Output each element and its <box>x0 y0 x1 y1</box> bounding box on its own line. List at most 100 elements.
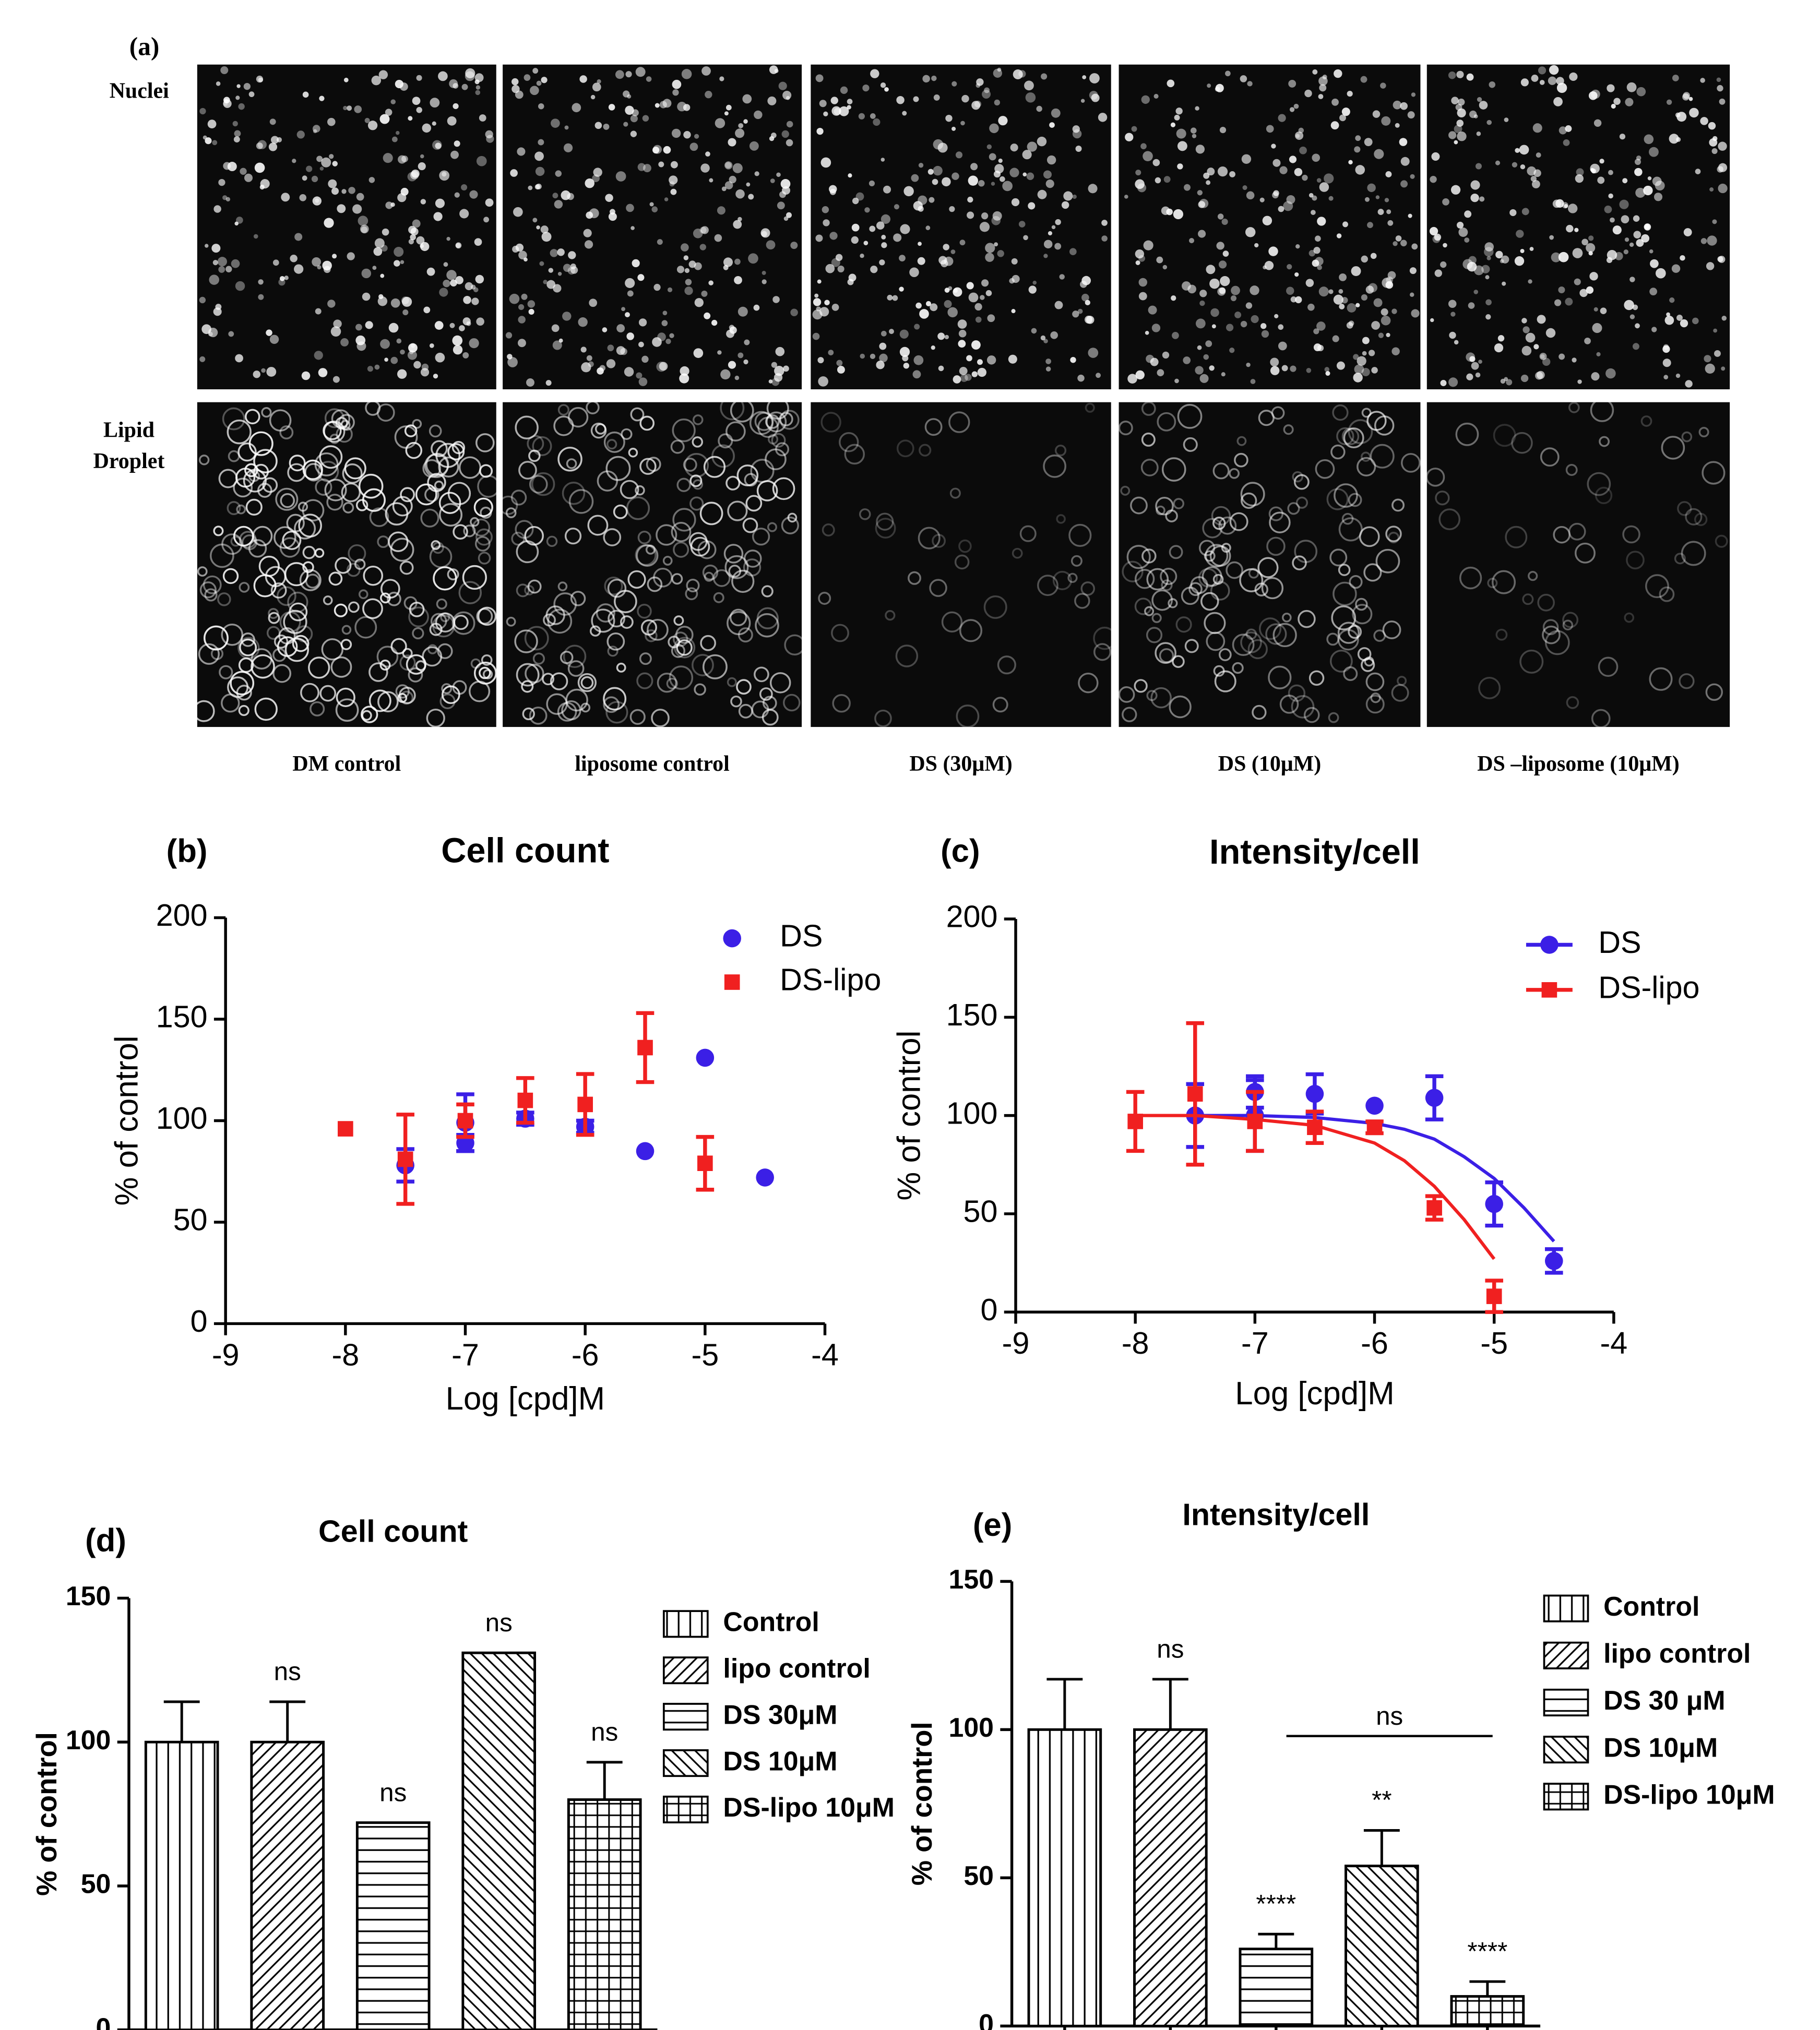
nucleus-spot <box>1371 367 1378 374</box>
nucleus-spot <box>1494 343 1504 353</box>
nucleus-spot <box>233 136 240 143</box>
nucleus-spot <box>903 363 910 369</box>
nucleus-spot <box>218 266 225 273</box>
nucleus-spot <box>944 256 954 266</box>
nucleus-spot <box>1575 174 1584 183</box>
lipid-ring <box>379 659 391 671</box>
bar <box>250 1740 325 2030</box>
nucleus-spot <box>1008 354 1017 364</box>
lipid-ring <box>227 501 241 516</box>
lipid-ring <box>1349 575 1363 589</box>
lipid-ring <box>684 452 709 478</box>
nucleus-spot <box>1013 69 1023 79</box>
lipid-ring <box>1070 555 1083 567</box>
nucleus-spot <box>700 163 710 173</box>
nucleus-spot <box>1072 311 1079 318</box>
nucleus-spot <box>721 186 727 192</box>
lipid-ring <box>627 570 646 589</box>
nucleus-spot <box>1387 271 1396 280</box>
nucleus-spot <box>649 202 654 207</box>
nucleus-spot <box>354 105 362 113</box>
nucleus-spot <box>1318 286 1329 297</box>
lipid-ring <box>604 576 623 596</box>
nucleus-spot <box>1683 228 1692 236</box>
nucleus-spot <box>676 266 685 273</box>
nucleus-spot <box>958 329 967 338</box>
nucleus-spot <box>564 125 569 130</box>
nucleus-spot <box>1229 348 1235 353</box>
nucleus-spot <box>1051 225 1056 230</box>
nucleus-spot <box>266 367 277 377</box>
nucleus-spot <box>1581 238 1588 246</box>
nucleus-spot <box>410 234 416 241</box>
nucleus-spot <box>223 97 230 104</box>
nucleus-spot <box>911 174 919 182</box>
nucleus-spot <box>1250 285 1259 295</box>
nucleus-spot <box>636 372 643 379</box>
nucleus-spot <box>1312 195 1317 201</box>
nucleus-spot <box>1209 278 1220 289</box>
nucleus-spot <box>1217 166 1228 177</box>
nucleus-spot <box>258 294 264 300</box>
nucleus-spot <box>1011 309 1016 314</box>
significance-label: ** <box>1372 1786 1391 1814</box>
nucleus-spot <box>443 262 448 267</box>
nucleus-spot <box>1317 217 1326 226</box>
nucleus-spot <box>1468 302 1475 309</box>
nucleus-spot <box>705 91 712 99</box>
nucleus-spot <box>555 170 562 177</box>
lipid-ring <box>1146 568 1169 591</box>
nucleus-spot <box>1669 297 1675 303</box>
nucleus-spot <box>1195 366 1204 375</box>
nucleus-spot <box>734 276 742 284</box>
nucleus-spot <box>1486 256 1491 260</box>
nucleus-spot <box>364 117 370 123</box>
lipid-ring <box>1184 639 1199 653</box>
nucleus-spot <box>1305 279 1314 287</box>
nucleus-spot <box>1338 289 1343 294</box>
nucleus-spot <box>1242 185 1247 190</box>
nucleus-spot <box>1400 180 1408 188</box>
nucleus-spot <box>879 259 885 266</box>
nucleus-spot <box>829 188 836 195</box>
nucleus-spot <box>1209 365 1215 371</box>
nucleus-spot <box>818 376 828 387</box>
lipid-ring <box>1343 666 1358 681</box>
lipid-ring <box>645 544 656 555</box>
nucleus-spot <box>623 122 628 127</box>
nucleus-spot <box>1000 176 1005 182</box>
lipid-ring <box>408 667 423 683</box>
nucleus-spot <box>870 69 879 78</box>
nucleus-spot <box>1175 108 1183 115</box>
lipid-ring <box>1487 578 1498 589</box>
nucleus-spot <box>997 250 1004 257</box>
nucleus-spot <box>1676 112 1687 122</box>
lipid-ring <box>724 555 749 579</box>
lipid-ring <box>1211 506 1231 526</box>
nucleus-spot <box>1449 331 1456 339</box>
lipid-ring <box>236 504 246 515</box>
lipid-ring <box>1598 656 1619 677</box>
nucleus-spot <box>1649 249 1654 254</box>
nucleus-spot <box>852 197 859 205</box>
nucleus-spot <box>724 111 729 116</box>
lipid-ring <box>1080 581 1095 596</box>
lipid-ring <box>711 444 735 468</box>
nucleus-spot <box>1484 247 1494 257</box>
nucleus-spot <box>1091 93 1100 102</box>
nucleus-spot <box>1286 195 1295 204</box>
nucleus-spot <box>919 309 929 319</box>
nucleus-spot <box>632 109 639 116</box>
marker <box>1485 1195 1503 1213</box>
nucleus-spot <box>879 342 887 350</box>
nucleus-spot <box>1162 265 1168 270</box>
error-bar <box>163 1700 200 1742</box>
lipid-ring <box>992 697 1008 713</box>
lipid-ring <box>1146 690 1158 701</box>
lipid-ring <box>515 520 534 539</box>
nucleus-spot <box>1319 84 1327 92</box>
lipid-ring <box>1279 695 1299 714</box>
nucleus-spot <box>1028 285 1037 294</box>
nucleus-spot <box>1295 244 1300 249</box>
nucleus-spot <box>538 103 544 110</box>
